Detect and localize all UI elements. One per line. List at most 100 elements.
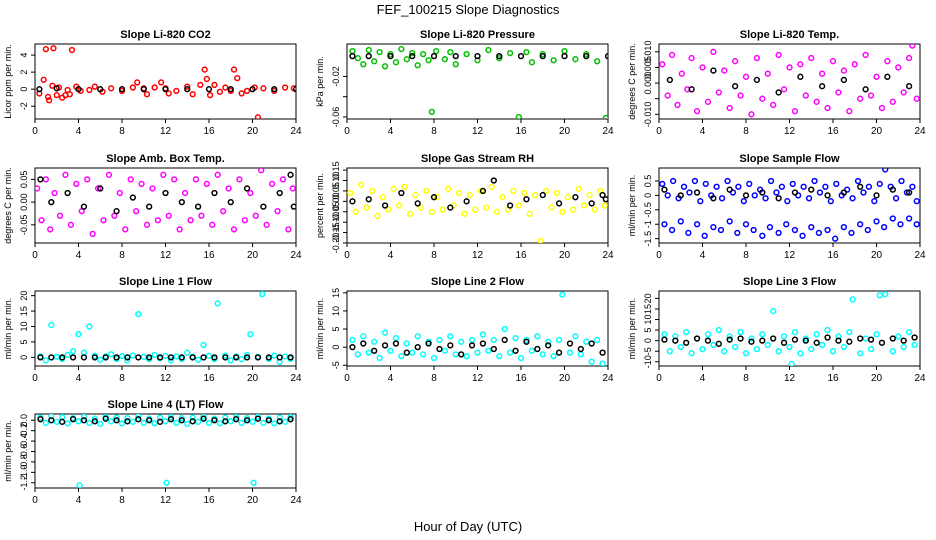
data-point	[559, 291, 566, 298]
y-tick-label: -5	[331, 361, 341, 369]
median-point	[146, 417, 153, 424]
median-point	[271, 86, 278, 93]
median-point	[69, 354, 77, 361]
data-point	[419, 50, 427, 58]
data-point	[717, 226, 725, 234]
panel-slope-line-2-flow: Slope Line 2 Flow ml/min per min. 0 4 8 12 16 2…	[315, 276, 614, 384]
data-point	[506, 349, 514, 356]
panel-title: Slope Li-820 CO2	[120, 29, 210, 41]
y-tick-label: -0.15	[331, 222, 341, 243]
data-point	[414, 62, 421, 69]
median-point	[566, 340, 574, 347]
data-point	[515, 202, 522, 209]
median-point	[36, 86, 43, 93]
data-point	[824, 326, 831, 334]
median-point	[463, 198, 470, 205]
data-point	[271, 420, 278, 427]
data-point	[214, 300, 221, 307]
data-point	[230, 226, 238, 233]
median-point	[797, 73, 804, 80]
data-point	[483, 204, 490, 211]
median-point	[857, 183, 864, 190]
data-point	[75, 418, 82, 425]
data-point	[789, 180, 796, 188]
data-point	[561, 47, 568, 55]
median-point	[53, 85, 60, 92]
data-point	[832, 235, 839, 242]
y-tick-label: -0.05	[331, 201, 341, 222]
data-point	[862, 335, 869, 342]
data-point	[447, 48, 454, 56]
data-point	[545, 338, 552, 345]
y-tick-label: 0.15	[331, 161, 341, 179]
median-point	[726, 336, 733, 343]
median-point	[824, 192, 831, 199]
data-point	[47, 226, 54, 233]
data-point	[537, 237, 544, 243]
x-tick-label: 4	[700, 250, 706, 261]
data-point	[132, 208, 140, 215]
y-tick-label: 0	[19, 87, 29, 92]
median-point	[884, 73, 891, 80]
x-tick-label: 24	[290, 495, 302, 506]
data-point	[580, 202, 588, 209]
data-point	[171, 176, 178, 183]
median-point	[661, 186, 668, 193]
x-tick-label: 12	[472, 126, 484, 137]
data-point	[436, 336, 443, 344]
x-tick-label: 8	[743, 373, 749, 384]
data-point	[268, 180, 276, 188]
data-point	[731, 58, 739, 65]
data-point	[281, 84, 289, 91]
median-point	[688, 86, 695, 93]
data-point	[715, 89, 722, 96]
median-point	[588, 340, 595, 347]
data-point	[285, 226, 292, 233]
median-point	[602, 196, 608, 203]
data-point	[68, 46, 76, 54]
data-points	[659, 44, 920, 118]
data-point	[876, 292, 883, 299]
data-point	[84, 176, 91, 183]
data-point	[693, 221, 701, 228]
data-point	[392, 59, 400, 66]
data-point	[742, 73, 750, 80]
data-point	[583, 338, 590, 345]
data-point	[281, 418, 289, 425]
data-point	[697, 198, 704, 205]
median-point	[911, 334, 918, 341]
data-point	[281, 353, 289, 360]
y-axis-label: degrees C per min.	[3, 167, 13, 244]
median-point	[588, 200, 595, 207]
median-point	[905, 83, 913, 90]
data-point	[184, 83, 191, 90]
y-tick-label: -10	[643, 355, 653, 368]
y-tick-label: -2	[19, 102, 29, 110]
data-point	[715, 326, 722, 334]
median-point	[156, 354, 164, 361]
data-point	[200, 341, 207, 349]
x-tick-label: 0	[32, 495, 38, 506]
data-point	[433, 47, 440, 55]
data-point	[105, 171, 113, 178]
data-point	[775, 348, 782, 355]
data-point	[586, 191, 593, 199]
data-point	[659, 180, 666, 188]
data-point	[360, 61, 367, 68]
data-point	[677, 343, 684, 351]
median-point	[365, 196, 372, 203]
data-point	[173, 353, 180, 360]
data-point	[734, 229, 741, 237]
data-point	[192, 176, 200, 183]
y-tick-label: 0.05	[19, 171, 29, 189]
x-tick-label: 8	[119, 373, 125, 384]
x-tick-label: 0	[344, 373, 350, 384]
y-tick-label: -0.2	[19, 423, 29, 439]
y-tick-label: 20	[643, 293, 653, 303]
panel-title: Slope Li-820 Pressure	[420, 29, 535, 41]
data-point	[704, 98, 712, 105]
data-point	[797, 61, 804, 68]
data-point	[35, 185, 41, 192]
y-axis-label: ml/min per min.	[3, 298, 13, 360]
data-point	[878, 104, 886, 112]
